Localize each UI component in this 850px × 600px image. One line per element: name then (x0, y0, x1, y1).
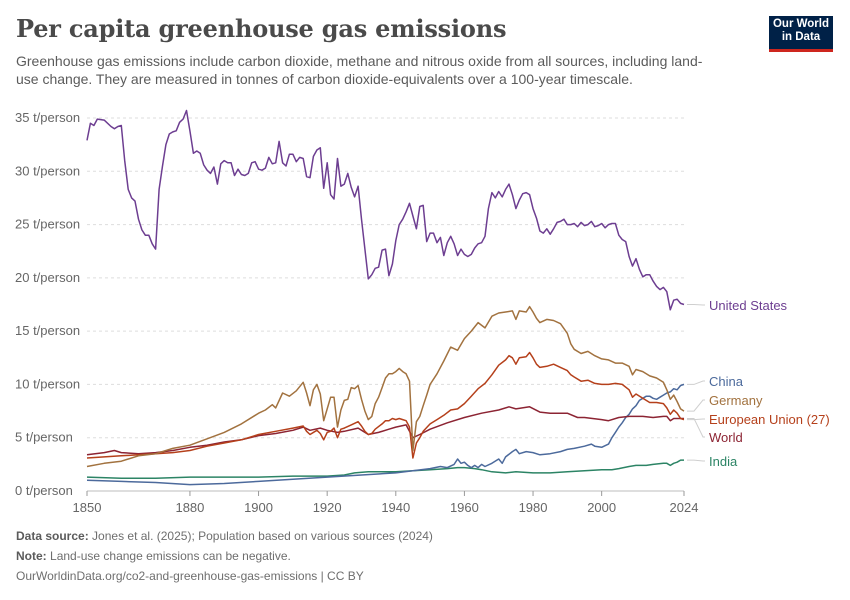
series-label[interactable]: World (709, 430, 743, 445)
note-text: Land-use change emissions can be negativ… (50, 549, 291, 563)
footer-source: Data source: Jones et al. (2025); Popula… (16, 529, 433, 543)
y-tick-label: 10 t/person (15, 376, 80, 391)
x-tick-label: 1880 (175, 500, 204, 515)
label-connector (687, 418, 705, 421)
series-label[interactable]: China (709, 374, 744, 389)
logo-line-2: in Data (781, 31, 821, 43)
source-url-link[interactable]: OurWorldinData.org/co2-and-greenhouse-ga… (16, 569, 364, 583)
series-lines (86, 109, 685, 486)
series-line-european-union-27[interactable] (86, 351, 685, 459)
source-label: Data source: (16, 529, 89, 543)
x-tick-label: 2000 (587, 500, 616, 515)
series-label[interactable]: European Union (27) (709, 412, 830, 427)
logo-line-1: Our World (772, 18, 829, 30)
series-labels: United States Germany European Union (27) W… (687, 298, 830, 469)
y-tick-label: 30 t/person (15, 163, 80, 178)
series-label[interactable]: Germany (709, 393, 763, 408)
series-line-germany[interactable] (86, 305, 685, 468)
series-line-china[interactable] (86, 383, 685, 486)
x-tick-label: 1980 (519, 500, 548, 515)
label-connector (687, 380, 705, 385)
y-tick-label: 5 t/person (15, 430, 73, 445)
x-tick-label: 1850 (73, 500, 102, 515)
y-tick-label: 15 t/person (15, 323, 80, 338)
grid-lines (87, 117, 684, 492)
y-tick-label: 20 t/person (15, 270, 80, 285)
label-connector (687, 304, 705, 306)
series-label[interactable]: India (709, 454, 738, 469)
y-tick-label: 0 t/person (15, 483, 73, 498)
chart-title: Per capita greenhouse gas emissions (16, 14, 507, 43)
x-tick-label: 1900 (244, 500, 273, 515)
owid-logo[interactable]: Our World in Data (769, 16, 833, 52)
y-axis-tick-labels: 0 t/person 5 t/person 10 t/person 15 t/pers… (15, 110, 80, 498)
x-tick-label: 1960 (450, 500, 479, 515)
label-connector (687, 418, 705, 438)
series-label[interactable]: United States (709, 298, 788, 313)
x-tick-label: 1940 (381, 500, 410, 515)
x-tick-label: 1920 (313, 500, 342, 515)
label-connector (687, 399, 705, 412)
series-line-united-states[interactable] (86, 109, 685, 311)
y-tick-label: 25 t/person (15, 217, 80, 232)
label-connector (687, 459, 705, 462)
y-tick-label: 35 t/person (15, 110, 80, 125)
x-axis: 1850 1880 1900 1920 1940 1960 1980 2000 2024 (73, 491, 699, 515)
footer-url: OurWorldinData.org/co2-and-greenhouse-ga… (16, 569, 364, 583)
footer-note: Note: Land-use change emissions can be n… (16, 549, 291, 563)
series-line-india[interactable] (86, 459, 684, 479)
x-tick-label: 2024 (670, 500, 699, 515)
source-text: Jones et al. (2025); Population based on… (92, 529, 433, 543)
note-label: Note: (16, 549, 47, 563)
chart-subtitle: Greenhouse gas emissions include carbon … (16, 53, 703, 87)
series-line-world[interactable] (86, 406, 684, 456)
